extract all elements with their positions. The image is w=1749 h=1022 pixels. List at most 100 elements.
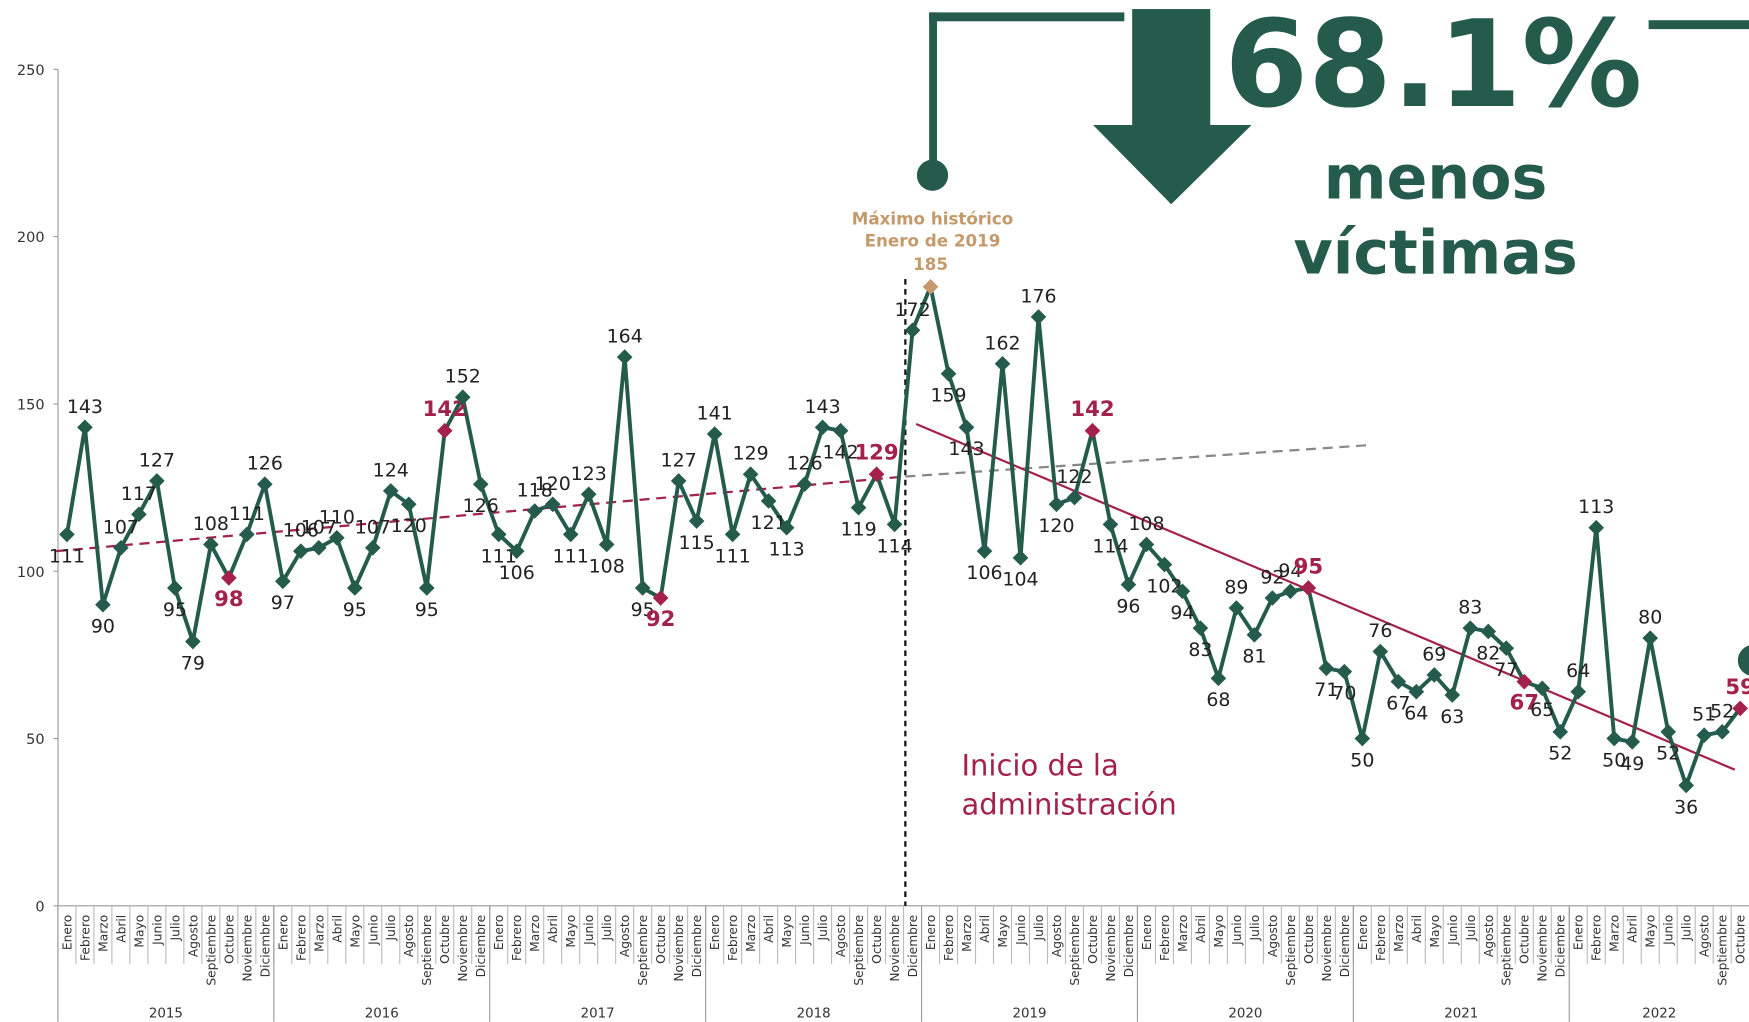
x-tick-label: Junio (1446, 915, 1460, 946)
point (454, 389, 471, 406)
data-label: 111 (49, 545, 85, 567)
point (490, 526, 507, 543)
point (436, 422, 453, 439)
data-label: 59 (1725, 674, 1749, 699)
x-tick-label: Mayo (780, 915, 794, 948)
data-label: 111 (553, 545, 589, 567)
data-label: 106 (499, 562, 535, 584)
point (796, 476, 813, 493)
point (670, 473, 687, 489)
headline-sub: víctimas (1293, 218, 1577, 288)
x-tick-label: Junio (366, 915, 380, 946)
point (634, 580, 651, 596)
data-label: 123 (571, 463, 607, 485)
point (1282, 583, 1299, 600)
data-label: 126 (463, 495, 499, 517)
data-label: 106 (283, 520, 319, 542)
trend-line (56, 475, 906, 553)
x-tick-label: Febrero (78, 915, 92, 961)
data-label: 68 (1206, 689, 1230, 711)
data-label: 185 (913, 254, 948, 274)
data-label: 92 (646, 606, 676, 631)
y-tick-label: 250 (17, 63, 45, 79)
x-tick-label: Septiembre (1500, 915, 1514, 986)
bracket (1648, 20, 1749, 30)
point (149, 473, 165, 489)
x-tick-label: Abril (330, 915, 344, 943)
point (1192, 620, 1209, 636)
x-tick-label: Noviembre (1536, 915, 1550, 982)
data-label: 143 (67, 396, 103, 418)
data-label: 67 (1386, 693, 1410, 715)
bracket-dot (916, 159, 949, 191)
arrow (1093, 125, 1252, 205)
point (814, 419, 831, 436)
x-tick-label: Octubre (1518, 915, 1532, 964)
x-tick-label: Diciembre (258, 915, 272, 978)
data-label: 63 (1440, 706, 1464, 728)
max-subtitle: Enero de 2019 (865, 231, 1001, 251)
data-label: 120 (535, 473, 571, 495)
data-label: 36 (1674, 796, 1698, 818)
x-tick-label: Septiembre (1068, 915, 1082, 986)
x-tick-label: Marzo (744, 915, 758, 952)
x-tick-label: Noviembre (888, 915, 902, 982)
admin-label: Inicio de la (962, 748, 1119, 782)
point (418, 580, 435, 596)
data-label: 97 (271, 592, 295, 614)
x-tick-label: Enero (1572, 915, 1586, 950)
data-label: 107 (355, 516, 391, 538)
point (652, 590, 669, 606)
data-label: 71 (1314, 679, 1338, 701)
x-tick-label: Junio (798, 915, 812, 946)
x-tick-label: Junio (1662, 915, 1676, 946)
x-tick-label: Noviembre (1104, 915, 1118, 982)
year-label: 2017 (581, 1006, 615, 1021)
data-label: 122 (1056, 466, 1092, 488)
data-label: 126 (247, 453, 283, 475)
data-label: 114 (876, 535, 912, 557)
point (400, 496, 417, 513)
data-label: 51 (1692, 704, 1716, 726)
y-tick-label: 150 (17, 397, 45, 413)
point (1642, 630, 1659, 646)
data-label: 83 (1458, 597, 1482, 619)
point (580, 486, 597, 503)
x-tick-label: Agosto (1698, 915, 1712, 957)
point (904, 322, 921, 339)
point (1714, 724, 1730, 740)
data-label: 120 (391, 515, 427, 537)
x-tick-label: Marzo (1392, 915, 1406, 952)
admin-label: administración (962, 787, 1177, 821)
x-tick-label: Noviembre (1320, 915, 1334, 982)
point (1156, 556, 1173, 573)
data-label: 176 (1020, 285, 1056, 307)
data-label: 64 (1404, 703, 1428, 725)
point (95, 596, 111, 613)
bracket (929, 12, 937, 163)
data-label: 111 (715, 545, 751, 567)
point (1246, 627, 1263, 643)
data-label: 162 (984, 332, 1020, 354)
data-label: 80 (1638, 607, 1662, 629)
x-tick-label: Febrero (942, 915, 956, 961)
point (1732, 700, 1748, 717)
point (203, 536, 219, 553)
point (688, 513, 705, 529)
data-label: 104 (1002, 569, 1038, 591)
point (221, 570, 237, 586)
x-tick-label: Abril (1626, 915, 1640, 943)
x-tick-label: Octubre (1302, 915, 1316, 964)
data-label: 117 (121, 483, 157, 505)
series-line (65, 284, 1742, 788)
data-label: 121 (751, 512, 787, 534)
x-tick-label: Diciembre (690, 915, 704, 978)
point (1120, 576, 1137, 593)
x-tick-label: Julio (1464, 915, 1478, 942)
data-label: 81 (1242, 646, 1266, 668)
point (1354, 730, 1371, 747)
point (994, 355, 1011, 372)
x-tick-label: Septiembre (204, 915, 218, 986)
data-label: 64 (1566, 660, 1590, 682)
data-label: 50 (1350, 749, 1374, 771)
